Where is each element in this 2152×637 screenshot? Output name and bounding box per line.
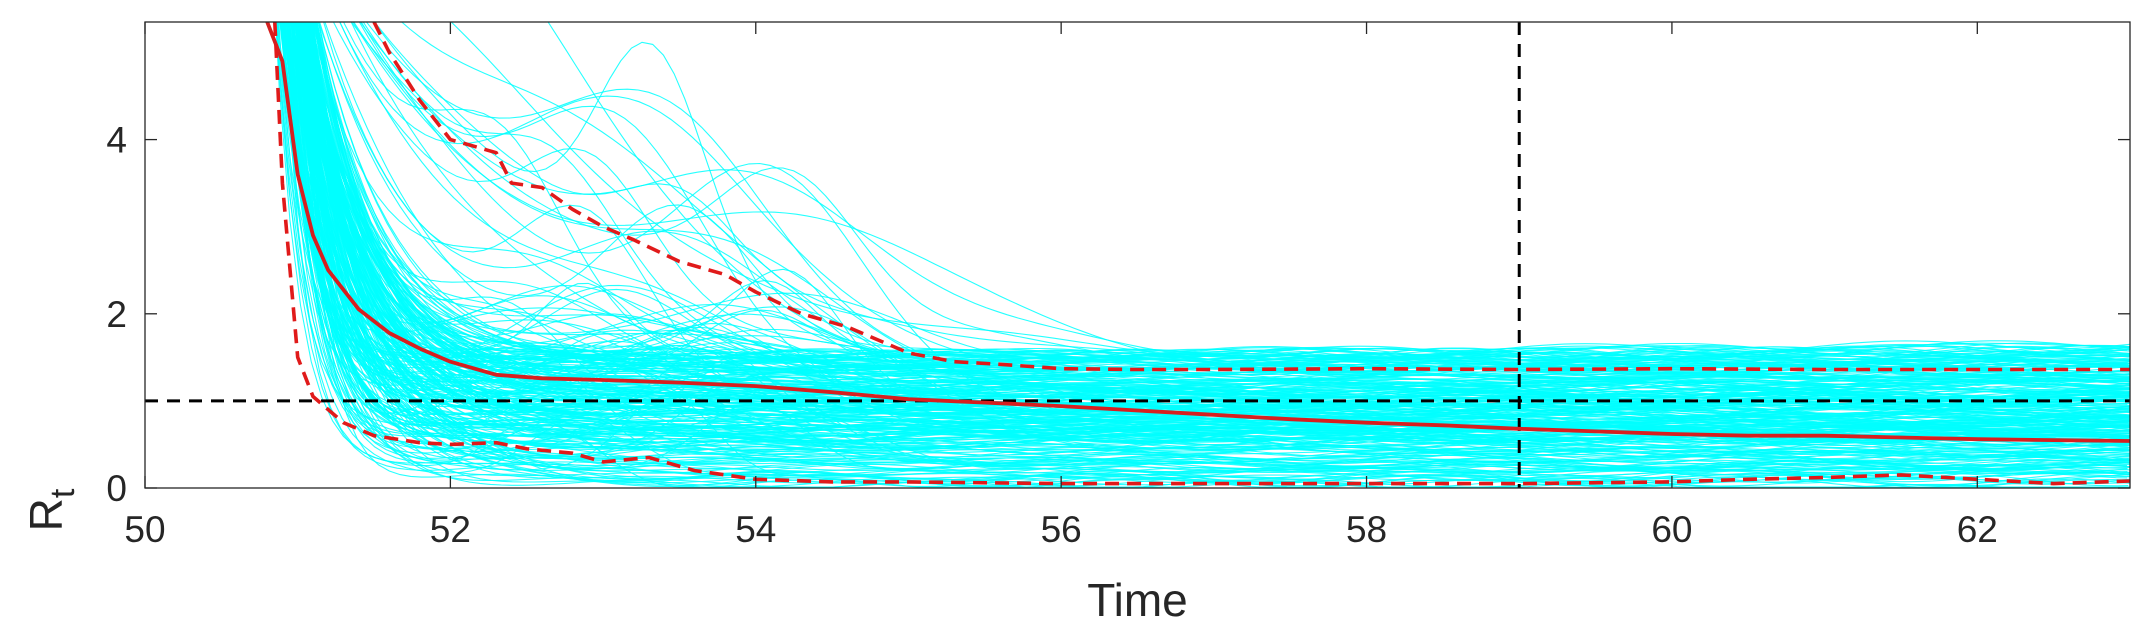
ensemble-line <box>316 22 2130 362</box>
ensemble-line <box>283 22 2130 447</box>
ensemble-line <box>309 22 2130 399</box>
ensemble-line <box>299 22 2130 485</box>
ensemble-line <box>291 22 2128 431</box>
x-axis-title: Time <box>1087 574 1188 626</box>
x-tick-label: 52 <box>430 509 471 550</box>
ensemble-line <box>304 22 2128 475</box>
ensemble-line <box>301 22 2130 476</box>
ensemble-line <box>298 22 2130 428</box>
ensemble-line <box>307 22 2130 408</box>
y-tick-label: 0 <box>106 468 127 509</box>
ensemble-line <box>288 22 2129 449</box>
ensemble-line <box>305 22 2130 414</box>
ensemble-line <box>365 22 2130 438</box>
ensemble-line <box>291 22 2128 363</box>
ensemble-line <box>358 22 2130 453</box>
x-tick-label: 62 <box>1957 509 1998 550</box>
summary-series <box>265 22 2130 486</box>
x-tick-label: 50 <box>124 509 165 550</box>
x-tick-label: 58 <box>1346 509 1387 550</box>
ensemble-line <box>301 22 2128 408</box>
y-axis-title-main: R <box>20 498 72 531</box>
x-tick-label: 56 <box>1041 509 1082 550</box>
ensemble-line <box>285 22 2130 477</box>
ensemble-line <box>295 22 2130 413</box>
ensemble-line <box>284 22 2130 435</box>
y-tick-labels: 0 2 4 <box>106 120 127 509</box>
y-axis-title-subscript: t <box>44 488 82 498</box>
ensemble-line <box>296 22 2130 391</box>
ensemble-line <box>302 22 2130 436</box>
ensemble-line <box>306 22 2130 399</box>
y-axis-title: Rt <box>20 488 82 531</box>
ensemble-line <box>319 22 2130 363</box>
ensemble-line <box>285 22 2130 462</box>
ensemble-lines <box>275 22 2130 488</box>
ensemble-line <box>304 22 2130 371</box>
ensemble-line <box>285 22 2129 463</box>
ensemble-line <box>299 22 2130 372</box>
ensemble-line <box>291 22 2130 367</box>
ensemble-line <box>313 22 2130 382</box>
plot-frame <box>144 21 2131 489</box>
ensemble-line <box>279 22 2130 412</box>
ensemble-line <box>312 22 2130 415</box>
ensemble-line <box>310 22 2130 472</box>
ensemble-line <box>295 22 2130 387</box>
x-tick-label: 54 <box>735 509 776 550</box>
x-tick-label: 60 <box>1651 509 1692 550</box>
ensemble-line <box>323 22 2130 358</box>
ensemble-line <box>297 22 2129 477</box>
ensemble-line <box>286 22 2128 411</box>
ensemble-line <box>305 22 2130 360</box>
x-tick-labels: 50 52 54 56 58 60 62 <box>124 509 1997 550</box>
ensemble-line <box>286 22 2130 471</box>
ensemble-line <box>324 22 2130 458</box>
ensemble-line <box>343 22 2130 400</box>
y-tick-label: 2 <box>106 294 127 335</box>
y-tick-label: 4 <box>106 120 127 161</box>
axis-ticks <box>144 22 2130 489</box>
ensemble-line <box>305 22 2130 488</box>
ensemble-line <box>291 22 2130 390</box>
ensemble-line <box>303 22 2130 483</box>
ensemble-line <box>298 22 2130 411</box>
ensemble-line <box>300 22 2130 438</box>
ensemble-line <box>294 22 2130 381</box>
bound-line <box>372 22 2130 372</box>
ensemble-line <box>305 22 2130 470</box>
mean-line <box>265 22 2130 443</box>
ensemble-line <box>289 22 2130 393</box>
reference-lines <box>145 22 2130 488</box>
